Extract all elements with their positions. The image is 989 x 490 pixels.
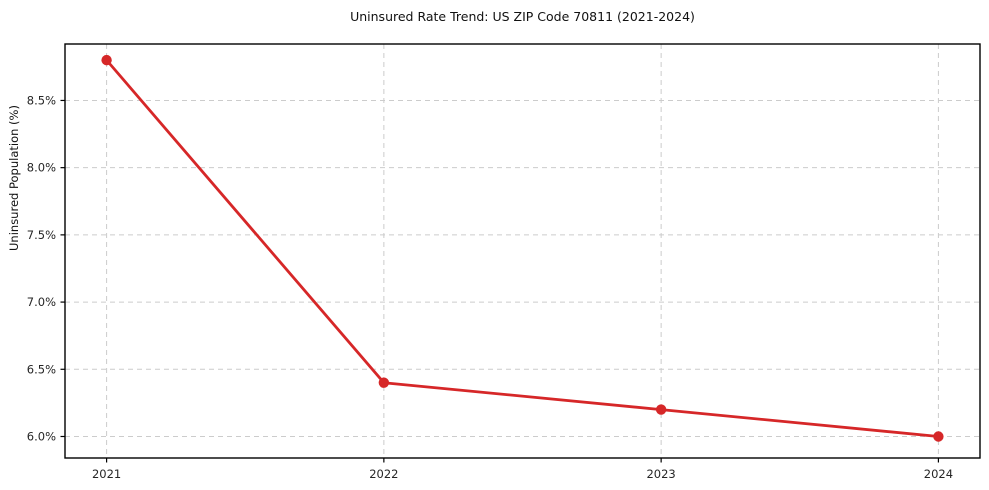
data-point-marker bbox=[101, 54, 112, 66]
x-tick-label: 2022 bbox=[369, 467, 398, 481]
data-point-marker bbox=[655, 404, 667, 415]
y-tick-label: 8.5% bbox=[27, 93, 56, 107]
plot-border bbox=[64, 43, 981, 459]
y-tick-label: 6.5% bbox=[27, 362, 56, 376]
x-tick-label: 2021 bbox=[92, 467, 121, 481]
trend-line bbox=[105, 58, 940, 438]
y-tick-label: 8.0% bbox=[27, 161, 56, 175]
x-tick-label: 2023 bbox=[646, 467, 675, 481]
y-tick-label: 7.0% bbox=[27, 295, 56, 309]
x-tick-label: 2024 bbox=[924, 467, 953, 481]
y-tick-label: 6.0% bbox=[27, 429, 56, 443]
y-tick-label: 7.5% bbox=[27, 228, 56, 242]
data-point-marker bbox=[933, 431, 944, 442]
data-point-marker bbox=[378, 377, 390, 388]
chart-title: Uninsured Rate Trend: US ZIP Code 70811 … bbox=[350, 9, 695, 24]
